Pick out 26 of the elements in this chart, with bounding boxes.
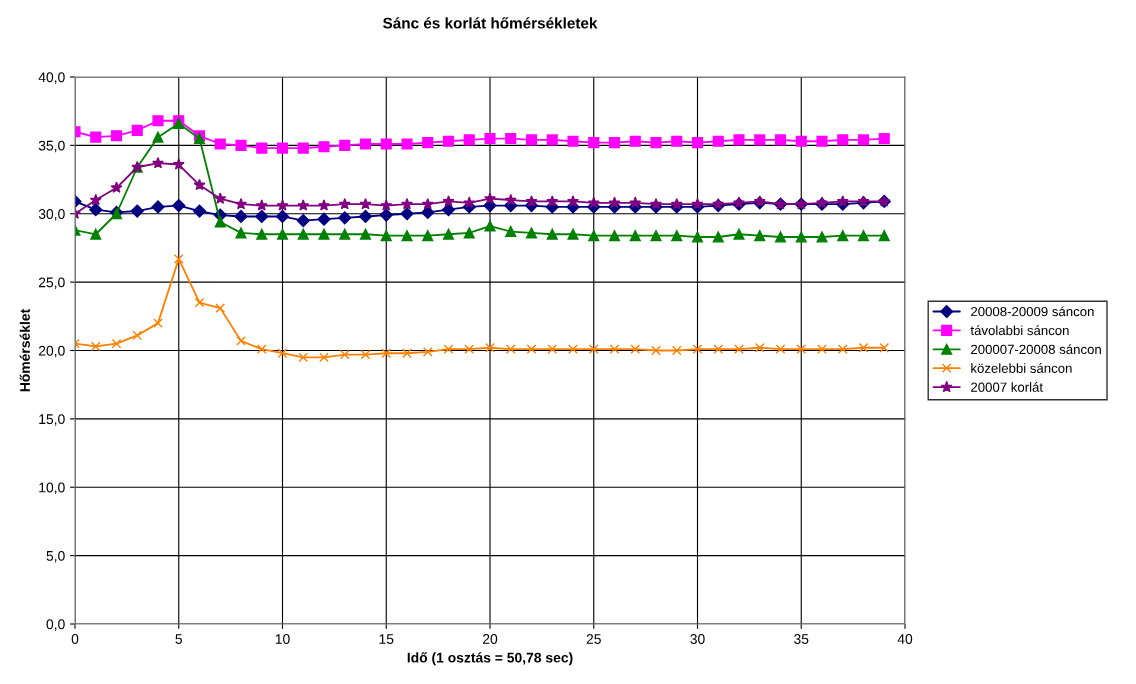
legend-label: távolabbi sáncon: [970, 325, 1069, 336]
x-tick-label: 5: [175, 634, 183, 644]
legend-label: 20008-20009 sáncon: [971, 306, 1094, 317]
legend-label: közelebbi sáncon: [971, 363, 1072, 373]
y-tick-label: 25,0: [38, 277, 65, 289]
y-tick-label: 35,0: [38, 140, 65, 153]
y-axis-title: Hőmérséklet: [19, 308, 30, 392]
x-tick-label: 35: [794, 634, 809, 644]
x-axis-title: Idő (1 osztás = 50,78 sec): [407, 652, 573, 666]
chart-title: Sánc és korlát hőmérsékletek: [383, 17, 598, 29]
y-tick-label: 30,0: [38, 209, 65, 221]
x-tick-label: 20: [482, 634, 498, 644]
y-tick-label: 40,0: [38, 72, 65, 84]
legend-label: 20007 korlát: [971, 381, 1043, 392]
x-tick-label: 0: [71, 634, 79, 644]
x-tick-label: 25: [586, 634, 601, 644]
x-tick-label: 15: [379, 634, 394, 644]
legend-label: 200007-20008 sáncon: [971, 344, 1101, 355]
y-tick-label: 15,0: [39, 414, 65, 426]
y-tick-label: 5,0: [46, 550, 65, 563]
x-tick-label: 30: [690, 634, 705, 644]
x-tick-label: 10: [275, 634, 290, 644]
x-tick-label: 40: [897, 634, 913, 644]
y-tick-label: 10,0: [39, 482, 65, 495]
y-tick-label: 0,0: [46, 619, 65, 631]
y-tick-label: 20,0: [38, 345, 65, 358]
